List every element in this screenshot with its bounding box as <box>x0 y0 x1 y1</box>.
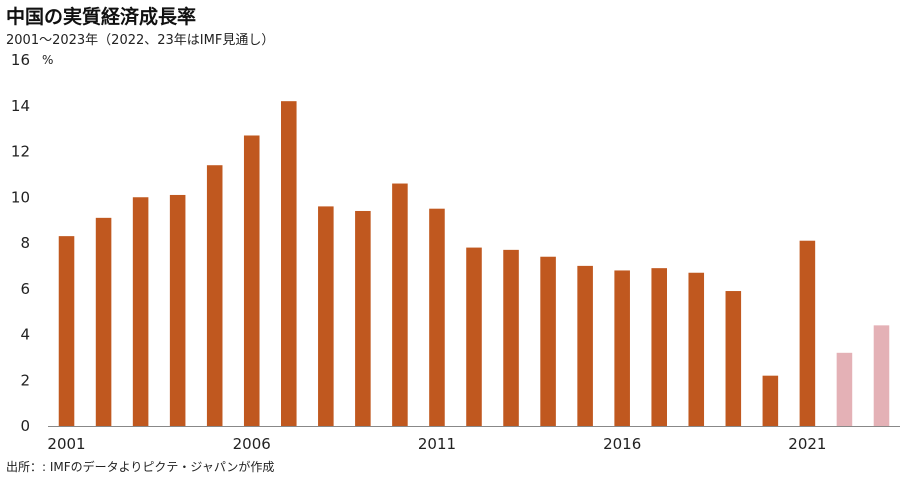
y-tick-label: 2 <box>20 371 30 389</box>
bar-2011 <box>429 208 445 426</box>
bar-2023 <box>873 325 890 426</box>
chart-subtitle: 2001～2023年（2022、23年はIMF見通し） <box>6 33 275 48</box>
x-tick-label: 2001 <box>47 435 85 453</box>
bar-2010 <box>392 183 408 426</box>
bar-2018 <box>688 272 705 426</box>
y-tick-label: 14 <box>11 97 30 115</box>
y-tick-label: 6 <box>20 280 30 298</box>
bar-2016 <box>614 270 630 426</box>
bar-2015 <box>577 265 593 427</box>
bar-2013 <box>503 249 519 426</box>
bar-2020 <box>762 375 779 426</box>
x-tick-label: 2016 <box>603 435 641 453</box>
x-tick-label: 2021 <box>788 435 826 453</box>
bar-2007 <box>281 101 297 427</box>
bar-2017 <box>651 268 667 426</box>
y-tick-label: 8 <box>20 234 30 252</box>
source-note: 出所：: IMFのデータよりピクテ・ジャパンが作成 <box>6 460 275 474</box>
bar-2009 <box>355 210 371 426</box>
bar-2002 <box>95 217 112 426</box>
bar-2003 <box>132 197 149 426</box>
bar-2001 <box>58 236 75 426</box>
bar-2004 <box>169 194 186 426</box>
bar-2021 <box>799 240 816 426</box>
x-tick-label: 2006 <box>233 435 271 453</box>
x-tick-label: 2011 <box>418 435 456 453</box>
y-unit-label: % <box>42 53 53 67</box>
y-tick-label: 12 <box>11 143 30 161</box>
y-tick-label: 10 <box>11 188 30 206</box>
bar-2012 <box>466 247 482 426</box>
y-tick-label: 4 <box>20 326 30 344</box>
bar-2005 <box>206 165 223 426</box>
chart-title: 中国の実質経済成長率 <box>6 6 197 28</box>
bar-2014 <box>540 256 556 426</box>
bar-2022 <box>836 352 853 426</box>
bar-2008 <box>318 206 334 426</box>
bar-2006 <box>243 135 260 427</box>
y-tick-label: 16 <box>11 51 30 69</box>
y-tick-label: 0 <box>20 417 30 435</box>
bar-2019 <box>725 291 742 426</box>
